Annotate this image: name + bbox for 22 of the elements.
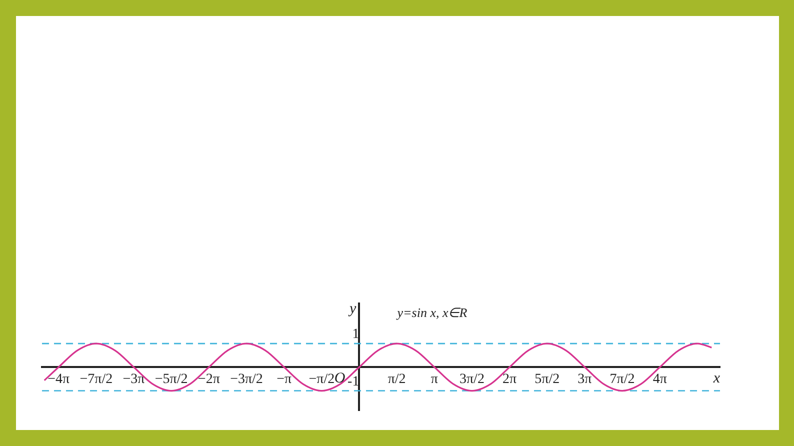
x-tick-label: −3π/2	[230, 372, 263, 388]
x-tick-label: 4π	[652, 372, 667, 388]
annotation: y=sin x, x∈R	[395, 304, 468, 320]
x-tick-label: 3π	[578, 372, 592, 388]
x-tick-label: −π/2	[308, 372, 335, 388]
x-tick-label: −π	[276, 372, 292, 388]
x-tick-label: 3π/2	[459, 372, 484, 388]
x-axis-title: x	[712, 370, 720, 387]
x-tick-label: 5π/2	[534, 372, 560, 388]
x-tick-label: π/2	[388, 372, 406, 388]
x-tick-label: −2π	[198, 372, 220, 388]
y-tick-label: 1	[352, 327, 360, 342]
x-tick-label: −3π	[122, 372, 145, 388]
annotation: O	[334, 370, 346, 387]
x-tick-label: 7π/2	[610, 372, 635, 388]
x-tick-label: 2π	[502, 372, 517, 388]
x-tick-label: −4π	[48, 372, 70, 388]
x-tick-label: −7π/2	[80, 372, 113, 388]
x-tick-label: π	[430, 372, 438, 388]
y-axis-title: y	[348, 300, 357, 317]
y-tick-label: -1	[348, 374, 360, 390]
x-tick-label: −5π/2	[154, 372, 188, 388]
